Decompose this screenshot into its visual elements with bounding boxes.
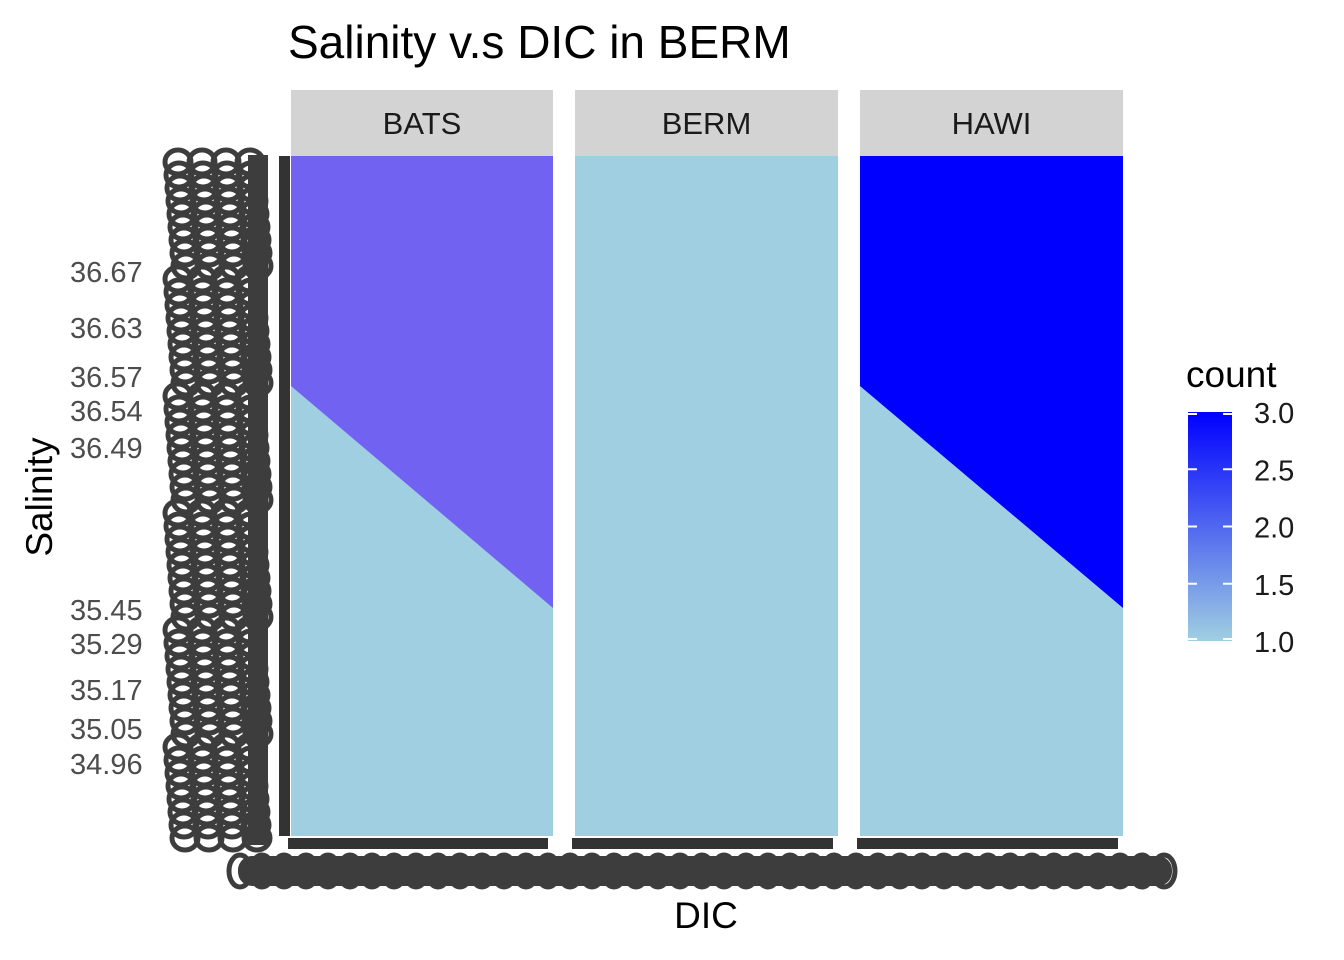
facet-label-bats: BATS [383, 106, 462, 141]
legend: count 3.0 2.5 2.0 1.5 1.0 [1186, 354, 1294, 659]
legend-ticks: 3.0 2.5 2.0 1.5 1.0 [1188, 398, 1294, 659]
y-tick-label: 36.49 [70, 433, 143, 465]
facet-label-berm: BERM [662, 106, 752, 141]
y-tick-overplot [162, 147, 274, 853]
legend-tick-label: 2.5 [1254, 455, 1294, 487]
y-tick-label: 35.05 [70, 714, 143, 746]
facet-panels: BATS BERM HAWI [288, 90, 1123, 849]
y-tick-label: 35.17 [70, 675, 143, 707]
legend-tick-label: 1.0 [1254, 627, 1294, 659]
facet-strip-berm [575, 90, 838, 156]
y-tick-glyph [248, 831, 268, 845]
x-tick-glyph [1150, 852, 1178, 890]
y-axis-bar [279, 156, 290, 836]
y-tick-label: 34.96 [70, 749, 143, 781]
y-tick-label: 36.63 [70, 313, 143, 345]
tile-high-hawi [860, 156, 1123, 608]
y-axis-title: Salinity [19, 437, 60, 557]
facet-strip-hawi [860, 90, 1123, 156]
facet-label-hawi: HAWI [952, 106, 1032, 141]
legend-tick-label: 2.0 [1254, 513, 1294, 545]
y-tick-label: 35.45 [70, 595, 143, 627]
y-tick-glyph [241, 823, 273, 853]
y-tick-label: 35.29 [70, 629, 143, 661]
tile-high-berm [575, 156, 838, 608]
x-axis-bar-bats [288, 838, 548, 849]
y-tick-label: 36.57 [70, 362, 143, 394]
chart-title: Salinity v.s DIC in BERM [288, 16, 791, 68]
legend-title: count [1186, 354, 1277, 395]
x-axis-bar-berm [572, 838, 833, 849]
x-axis-title: DIC [674, 895, 738, 936]
legend-tick-label: 3.0 [1254, 398, 1294, 430]
y-tick-label: 36.67 [70, 257, 143, 289]
y-tick-label: 36.54 [70, 396, 143, 428]
facet-strip-bats [291, 90, 553, 156]
tile-high-bats [291, 156, 553, 608]
x-axis-bar-hawi [857, 838, 1118, 849]
legend-tick-label: 1.5 [1254, 570, 1294, 602]
x-axis [226, 852, 1178, 890]
